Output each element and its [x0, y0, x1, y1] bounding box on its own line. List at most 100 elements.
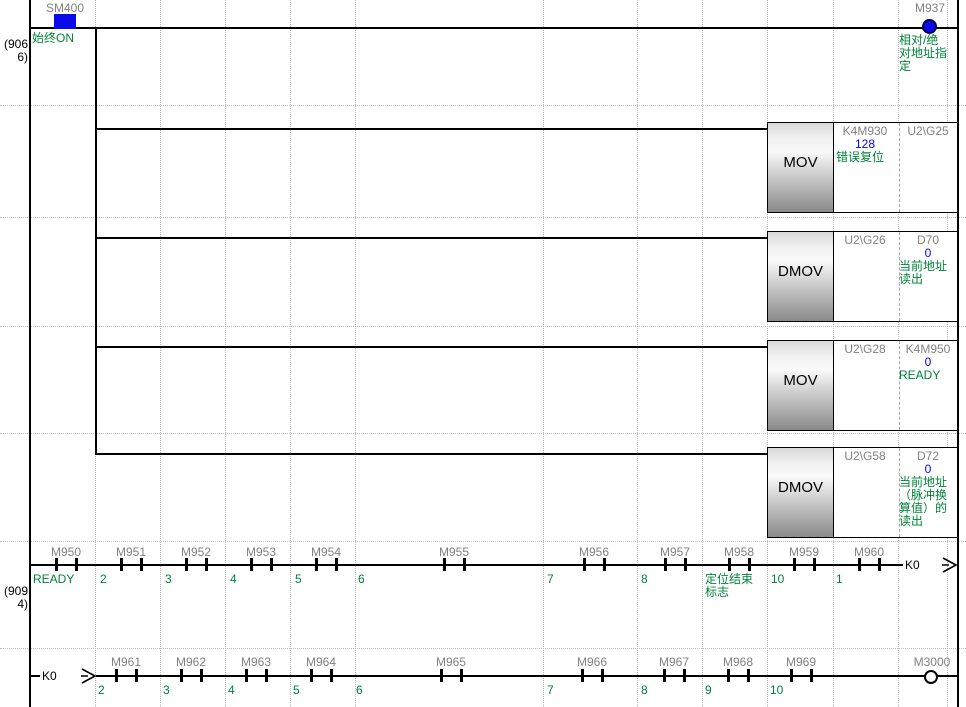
- operand-name: D70: [916, 233, 939, 247]
- contact-label: M968: [722, 655, 754, 669]
- contact-m966[interactable]: [581, 669, 604, 682]
- contact-label: M959: [788, 545, 820, 559]
- instruction-block-mov-1[interactable]: MOV: [767, 122, 958, 213]
- contact-label: M960: [853, 545, 885, 559]
- instruction-opbox: DMOV: [768, 448, 834, 537]
- operand-comment: 当前地址读出: [899, 259, 948, 286]
- contact-comment: 3: [163, 683, 170, 697]
- contact-label: M963: [240, 655, 272, 669]
- contact-m964[interactable]: [310, 669, 333, 682]
- contact-comment: 10: [770, 683, 784, 697]
- contact-label: M957: [659, 545, 691, 559]
- contact-comment: 5: [295, 572, 302, 586]
- contact-m959[interactable]: [793, 558, 816, 571]
- operand-comment: READY: [899, 368, 941, 382]
- operand-separator: [899, 232, 900, 321]
- contact-comment: 6: [358, 572, 365, 586]
- jump-continuation-arrow[interactable]: [942, 557, 958, 573]
- operand-separator: [899, 123, 900, 212]
- right-power-rail: [957, 0, 959, 707]
- contact-label: M954: [310, 545, 342, 559]
- contact-comment: 始终ON: [32, 31, 75, 45]
- gridline: [160, 0, 161, 707]
- contact-m953[interactable]: [250, 558, 273, 571]
- contact-comment: 7: [547, 572, 554, 586]
- gridline: [637, 0, 638, 707]
- operand-separator: [899, 448, 900, 537]
- operand-name: U2\G26: [844, 233, 886, 247]
- jump-continuation-arrow[interactable]: [81, 668, 97, 684]
- branch-wire: [96, 128, 767, 130]
- jump-pointer-label[interactable]: K0: [42, 669, 57, 683]
- contact-m952[interactable]: [185, 558, 208, 571]
- instruction-name: DMOV: [778, 479, 823, 496]
- contact-m963[interactable]: [245, 669, 268, 682]
- instruction-opbox: MOV: [768, 123, 834, 212]
- gridline: [290, 0, 291, 707]
- instruction-block-dmov-1[interactable]: DMOV: [767, 231, 958, 322]
- gridline: [0, 105, 966, 106]
- contact-label: M950: [50, 545, 82, 559]
- contact-label: M964: [305, 655, 337, 669]
- contact-m965[interactable]: [440, 669, 463, 682]
- coil-m3000[interactable]: [924, 670, 938, 684]
- contact-label: M952: [180, 545, 212, 559]
- branch-wire: [96, 453, 767, 455]
- contact-label: M951: [115, 545, 147, 559]
- contact-m954[interactable]: [315, 558, 338, 571]
- operand-name: K4M930: [842, 124, 888, 138]
- wire-segment: [30, 564, 903, 566]
- operand-value: 0: [924, 246, 932, 260]
- wire-segment: [96, 675, 958, 677]
- contact-comment: 4: [230, 572, 237, 586]
- contact-label: M956: [578, 545, 610, 559]
- contact-comment: 6: [356, 683, 363, 697]
- gridline: [0, 648, 966, 649]
- contact-label: M966: [576, 655, 608, 669]
- gridline: [543, 0, 544, 707]
- contact-comment: 2: [98, 683, 105, 697]
- instruction-block-dmov-2[interactable]: DMOV: [767, 447, 958, 538]
- contact-comment: 4: [228, 683, 235, 697]
- contact-sm400-active[interactable]: [54, 14, 76, 29]
- contact-m967[interactable]: [663, 669, 686, 682]
- coil-m937-active[interactable]: [922, 19, 937, 34]
- contact-label: M961: [110, 655, 142, 669]
- operand-comment: 当前地址（脉冲换算值）的读出: [899, 475, 948, 528]
- contact-m957[interactable]: [664, 558, 687, 571]
- contact-m969[interactable]: [790, 669, 813, 682]
- contact-m950[interactable]: [55, 558, 78, 571]
- contact-m968[interactable]: [727, 669, 750, 682]
- contact-m958[interactable]: [728, 558, 751, 571]
- gridline: [355, 0, 356, 707]
- contact-comment: 1: [836, 572, 843, 586]
- operand-name: D72: [916, 449, 939, 463]
- contact-m951[interactable]: [120, 558, 143, 571]
- wire-segment: [30, 675, 40, 677]
- coil-label-m3000: M3000: [913, 655, 951, 669]
- gridline: [0, 433, 966, 434]
- instruction-name: MOV: [783, 154, 818, 171]
- contact-m960[interactable]: [858, 558, 881, 571]
- wire-segment: [30, 27, 958, 29]
- operand-value: 128: [854, 137, 876, 151]
- contact-comment: 10: [771, 572, 785, 586]
- instruction-block-mov-2[interactable]: MOV: [767, 340, 958, 431]
- contact-comment: 7: [547, 683, 554, 697]
- jump-pointer-label[interactable]: K0: [905, 558, 920, 572]
- operand-separator: [899, 341, 900, 430]
- contact-comment: 2: [100, 572, 107, 586]
- contact-m956[interactable]: [583, 558, 606, 571]
- contact-m961[interactable]: [115, 669, 138, 682]
- contact-comment: READY: [33, 572, 75, 586]
- contact-m962[interactable]: [180, 669, 203, 682]
- contact-comment: 8: [641, 572, 648, 586]
- step-number-9094: (909 4): [3, 584, 28, 611]
- contact-comment: 3: [165, 572, 172, 586]
- operand-value: 0: [924, 462, 932, 476]
- contact-m955[interactable]: [443, 558, 466, 571]
- gridline: [225, 0, 226, 707]
- gridline: [0, 217, 966, 218]
- instruction-opbox: DMOV: [768, 232, 834, 321]
- step-number-9066: (906 6): [3, 37, 28, 64]
